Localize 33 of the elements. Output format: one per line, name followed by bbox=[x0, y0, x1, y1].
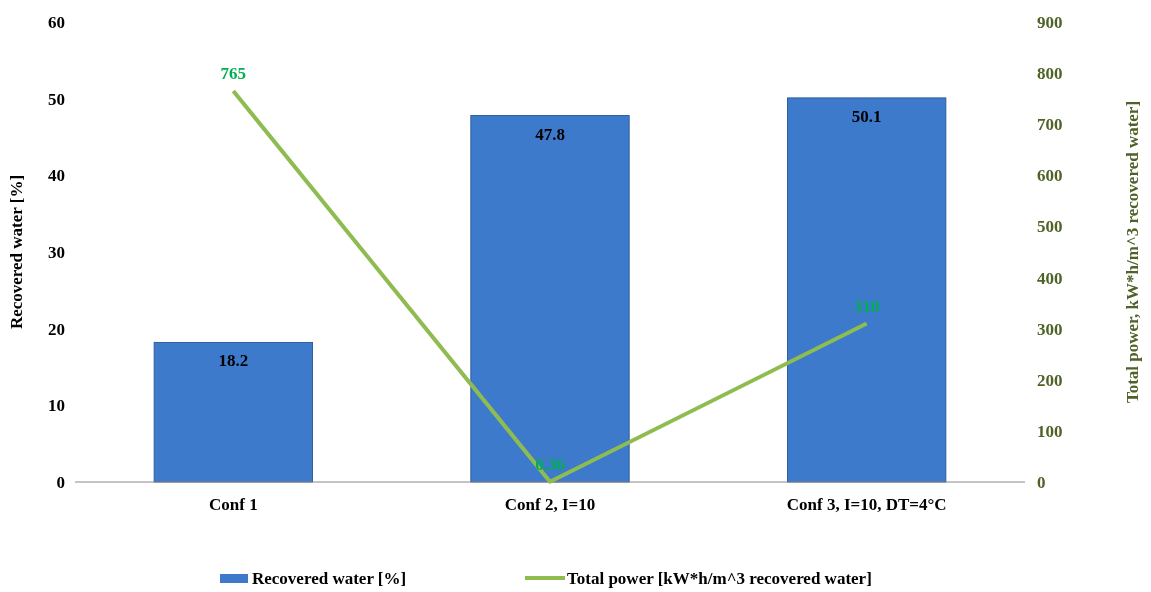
data-label: 310 bbox=[853, 296, 880, 316]
y2-tick-label: 800 bbox=[1037, 64, 1063, 84]
legend-label: Recovered water [%] bbox=[252, 568, 407, 588]
y-axis-title: Recovered water [%] bbox=[7, 174, 26, 330]
y2-tick-label: 600 bbox=[1037, 166, 1063, 186]
y2-tick-label: 100 bbox=[1037, 421, 1063, 441]
y2-axis-title: Total power, kW*h/m^3 recovered water] bbox=[1123, 100, 1142, 404]
y-tick-label: 20 bbox=[48, 319, 65, 339]
y2-tick-label: 700 bbox=[1037, 115, 1063, 135]
x-tick-label: Conf 3, I=10, DT=4°C bbox=[786, 495, 947, 514]
y2-tick-label: 0 bbox=[1037, 472, 1046, 492]
y-tick-label: 0 bbox=[56, 472, 65, 492]
legend-label: Total power [kW*h/m^3 recovered water] bbox=[567, 568, 872, 588]
bar bbox=[470, 115, 630, 483]
x-tick-label: Conf 1 bbox=[209, 495, 258, 514]
y2-tick-label: 300 bbox=[1037, 319, 1063, 339]
y2-tick-label: 500 bbox=[1037, 217, 1063, 237]
y-tick-label: 10 bbox=[48, 396, 65, 416]
y-tick-label: 40 bbox=[48, 166, 65, 186]
y2-tick-label: 200 bbox=[1037, 370, 1063, 390]
bar bbox=[787, 97, 947, 483]
data-label: 18.2 bbox=[218, 351, 249, 371]
y-tick-label: 60 bbox=[48, 12, 65, 32]
data-label: 47.8 bbox=[535, 124, 565, 144]
data-label: 765 bbox=[220, 64, 247, 83]
data-label: 0.36 bbox=[535, 454, 565, 474]
y2-tick-label: 900 bbox=[1037, 12, 1063, 32]
x-tick-label: Conf 2, I=10 bbox=[504, 495, 596, 514]
y-tick-label: 30 bbox=[48, 242, 65, 262]
y2-tick-label: 400 bbox=[1037, 268, 1063, 288]
y-tick-label: 50 bbox=[48, 89, 65, 109]
bar bbox=[153, 341, 313, 483]
data-label: 50.1 bbox=[851, 106, 882, 126]
